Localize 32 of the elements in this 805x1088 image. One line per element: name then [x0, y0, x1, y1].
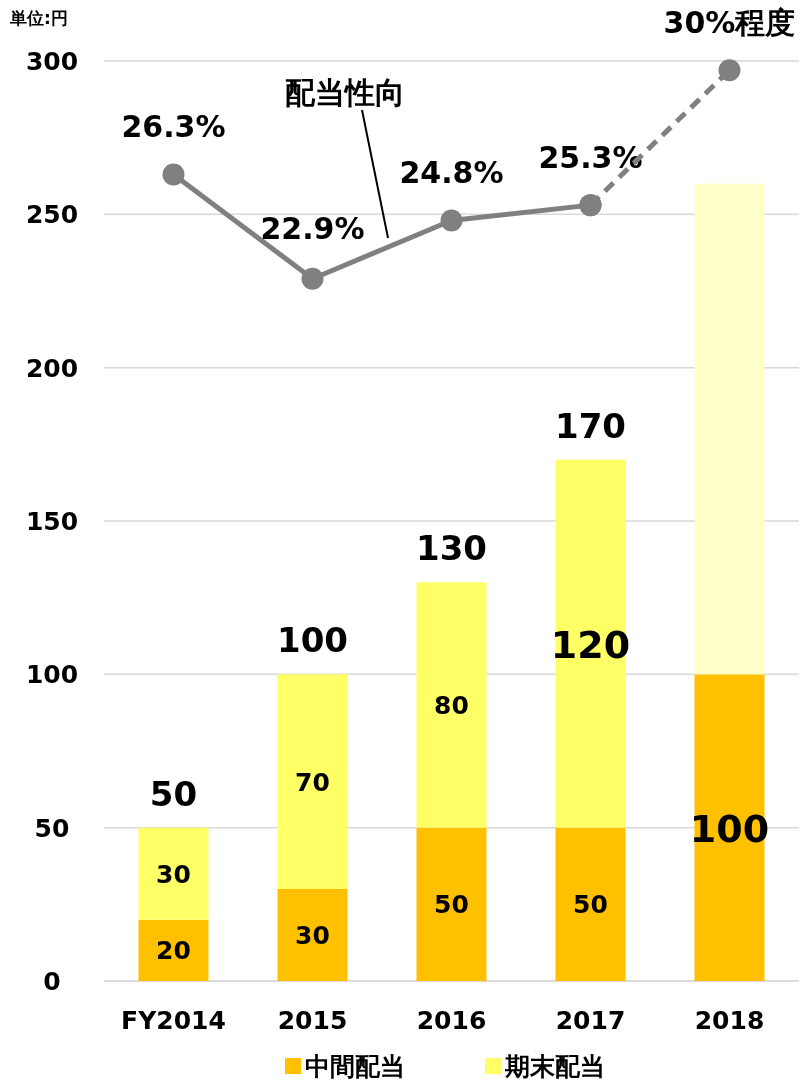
- y-tick-label: 0: [43, 967, 61, 996]
- legend-label: 中間配当: [305, 1052, 405, 1081]
- y-tick-label: 150: [25, 507, 79, 536]
- y-tick-label: 300: [25, 47, 79, 76]
- x-tick-label: 2017: [555, 1006, 626, 1035]
- y-tick-label: 200: [25, 353, 79, 383]
- x-tick-label: 2018: [694, 1006, 765, 1035]
- annotation: 配当性向: [285, 75, 405, 110]
- data-label: 20: [156, 936, 191, 966]
- data-label: 80: [434, 691, 469, 720]
- total-label: 130: [416, 528, 487, 569]
- data-label: 50: [573, 890, 608, 920]
- data-label: 24.8%: [399, 155, 504, 191]
- y-tick-label: 50: [34, 813, 70, 843]
- data-label: 22.9%: [260, 210, 365, 246]
- data-label: 26.3%: [121, 109, 226, 145]
- y-tick-label: 100: [25, 660, 79, 690]
- total-label: 100: [277, 620, 348, 661]
- data-label: 50: [434, 890, 469, 920]
- data-label: 70: [295, 767, 330, 797]
- data-label: 30: [295, 921, 330, 950]
- total-label: 50: [149, 773, 198, 814]
- x-tick-label: FY2014: [121, 1006, 226, 1035]
- legend-label: 期末配当: [504, 1052, 605, 1081]
- data-label: 30: [156, 859, 191, 889]
- x-tick-label: 2015: [277, 1006, 348, 1035]
- data-label: 25.3%: [538, 140, 643, 176]
- text: 単位:円: [9, 8, 68, 28]
- data-label: 30%程度: [663, 5, 796, 41]
- total-label: 170: [555, 405, 626, 446]
- y-tick-label: 250: [25, 200, 79, 230]
- x-tick-label: 2016: [416, 1006, 487, 1035]
